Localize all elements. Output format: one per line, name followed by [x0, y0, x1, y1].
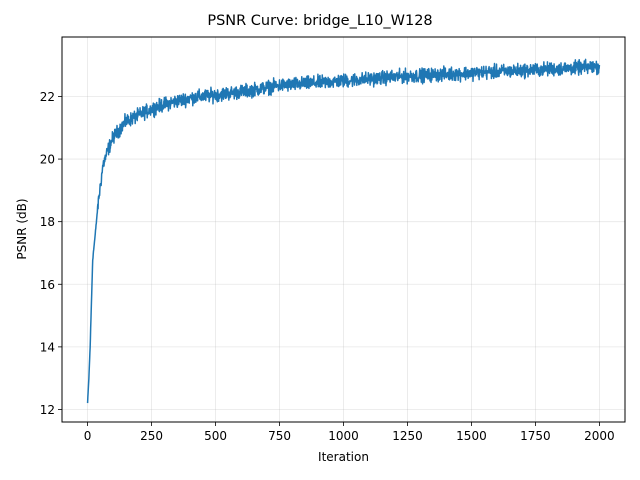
x-tick-label: 1250 [392, 429, 423, 443]
x-tick-label: 1000 [328, 429, 359, 443]
x-tick-label: 750 [268, 429, 291, 443]
y-tick-label: 12 [40, 403, 55, 417]
y-axis-ticks: 12 14 16 18 20 22 [40, 90, 62, 417]
y-tick-label: 16 [40, 278, 55, 292]
chart-title: PSNR Curve: bridge_L10_W128 [207, 13, 433, 29]
x-axis-label: Iteration [318, 450, 369, 464]
x-tick-label: 0 [84, 429, 92, 443]
y-tick-label: 22 [40, 90, 55, 104]
y-tick-label: 14 [40, 340, 55, 354]
grid-lines [62, 37, 625, 422]
y-axis-label: PSNR (dB) [15, 198, 29, 260]
x-tick-label: 1750 [520, 429, 551, 443]
y-tick-label: 18 [40, 215, 55, 229]
psnr-line [86, 58, 601, 404]
x-tick-label: 1500 [456, 429, 487, 443]
x-axis-ticks: 0 250 500 750 1000 1250 1500 1750 2000 [84, 422, 615, 443]
y-tick-label: 20 [40, 153, 55, 167]
x-tick-label: 500 [204, 429, 227, 443]
x-tick-label: 250 [140, 429, 163, 443]
x-tick-label: 2000 [584, 429, 615, 443]
